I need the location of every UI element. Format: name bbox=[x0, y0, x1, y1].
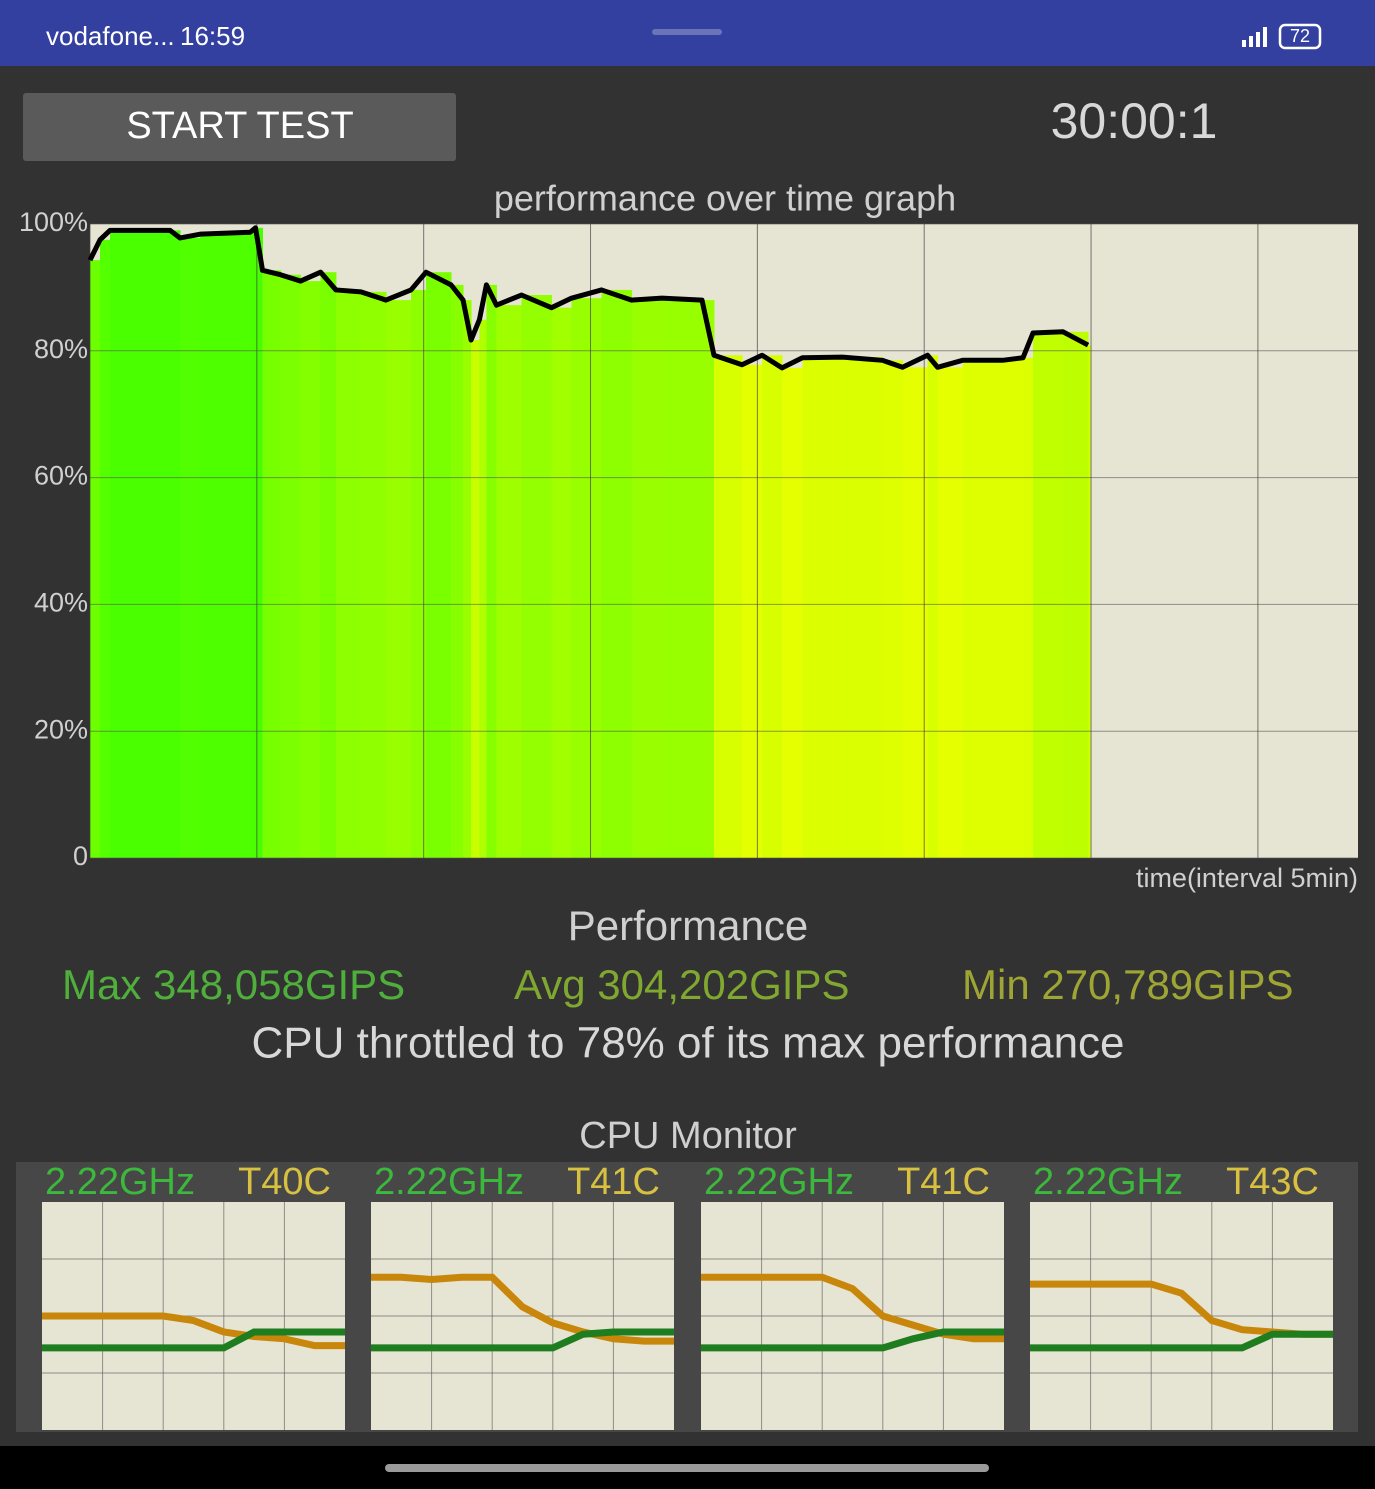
core-line bbox=[701, 1273, 1004, 1343]
area-strip bbox=[200, 234, 251, 859]
area-strip bbox=[742, 364, 763, 858]
area-strip bbox=[90, 260, 101, 858]
core-line bbox=[371, 1328, 674, 1352]
area-strip bbox=[701, 300, 715, 859]
area-strip bbox=[451, 284, 464, 858]
core-temperature: T41C bbox=[897, 1161, 990, 1203]
area-strip bbox=[411, 289, 427, 858]
area-strip bbox=[360, 291, 387, 858]
core-line bbox=[701, 1328, 1004, 1352]
area-strip bbox=[601, 289, 633, 858]
min-performance: Min 270,789GIPS bbox=[962, 961, 1294, 1008]
area-strip bbox=[110, 230, 171, 859]
y-tick-label: 60% bbox=[34, 461, 88, 491]
area-strip bbox=[661, 298, 703, 859]
area-strip bbox=[1063, 331, 1089, 858]
timer: 30:00:1 bbox=[1051, 93, 1218, 149]
core-line bbox=[42, 1312, 345, 1350]
area-strip bbox=[1002, 360, 1024, 858]
area-strip bbox=[1022, 357, 1034, 858]
area-strip bbox=[300, 281, 322, 858]
core-line bbox=[1030, 1330, 1333, 1352]
y-tick-label: 40% bbox=[34, 588, 88, 618]
start-button[interactable] bbox=[23, 93, 456, 161]
area-strip bbox=[631, 300, 663, 859]
area-strip bbox=[385, 300, 412, 859]
core-line bbox=[371, 1273, 674, 1345]
y-tick-label: 20% bbox=[34, 714, 88, 744]
core-temperature: T43C bbox=[1226, 1161, 1319, 1203]
signal-icon bbox=[1242, 27, 1267, 47]
area-strip bbox=[170, 230, 181, 859]
area-strip bbox=[486, 284, 497, 858]
core-frequency: 2.22GHz bbox=[704, 1161, 854, 1203]
y-tick-label: 100% bbox=[19, 207, 88, 237]
core-temperature: T41C bbox=[567, 1161, 660, 1203]
area-strip bbox=[782, 367, 803, 858]
area-strip bbox=[1032, 333, 1064, 859]
area-strip bbox=[713, 355, 743, 858]
area-strip bbox=[927, 355, 939, 858]
area-strip bbox=[471, 340, 480, 859]
area-strip bbox=[551, 307, 573, 858]
carrier: vodafone... bbox=[46, 21, 175, 51]
area-strip bbox=[280, 274, 302, 859]
area-strip bbox=[762, 355, 783, 858]
home-indicator bbox=[385, 1464, 989, 1472]
area-strip bbox=[882, 360, 904, 858]
area-strip bbox=[255, 227, 264, 858]
throttle-summary: CPU throttled to 78% of its max performa… bbox=[251, 1019, 1124, 1068]
performance-title: Performance bbox=[568, 902, 808, 949]
core-frequency: 2.22GHz bbox=[1033, 1161, 1183, 1203]
area-strip bbox=[479, 319, 487, 858]
x-axis-label: time(interval 5min) bbox=[1136, 863, 1358, 893]
area-strip bbox=[571, 298, 603, 859]
area-strip bbox=[320, 272, 337, 859]
y-tick-label: 0 bbox=[73, 841, 88, 871]
core-temperature: T40C bbox=[238, 1161, 331, 1203]
area-strip bbox=[962, 360, 1004, 858]
graph-title: performance over time graph bbox=[494, 178, 956, 219]
area-strip bbox=[100, 239, 111, 859]
area-strip bbox=[426, 272, 452, 859]
area-strip bbox=[335, 289, 362, 858]
avg-performance: Avg 304,202GIPS bbox=[514, 961, 849, 1008]
battery-icon bbox=[1278, 23, 1322, 50]
clock: 16:59 bbox=[180, 21, 245, 51]
area-strip bbox=[180, 237, 201, 858]
area-strip bbox=[937, 367, 964, 858]
area-strip bbox=[250, 232, 257, 858]
core-line bbox=[42, 1328, 345, 1352]
y-tick-label: 80% bbox=[34, 334, 88, 364]
start-button-label[interactable]: START TEST bbox=[126, 105, 353, 147]
core-frequency: 2.22GHz bbox=[45, 1161, 195, 1203]
area-strip bbox=[262, 270, 282, 859]
cpu-monitor-title: CPU Monitor bbox=[579, 1115, 797, 1157]
battery-level: 72 bbox=[1290, 26, 1310, 46]
area-strip bbox=[496, 305, 522, 859]
drag-handle bbox=[652, 29, 722, 35]
core-frequency: 2.22GHz bbox=[374, 1161, 524, 1203]
performance-line bbox=[87, 225, 1090, 371]
area-strip bbox=[463, 300, 472, 859]
area-strip bbox=[1088, 345, 1091, 858]
area-strip bbox=[842, 357, 883, 858]
max-performance: Max 348,058GIPS bbox=[62, 961, 405, 1008]
area-strip bbox=[521, 295, 552, 858]
area-strip bbox=[802, 357, 843, 858]
